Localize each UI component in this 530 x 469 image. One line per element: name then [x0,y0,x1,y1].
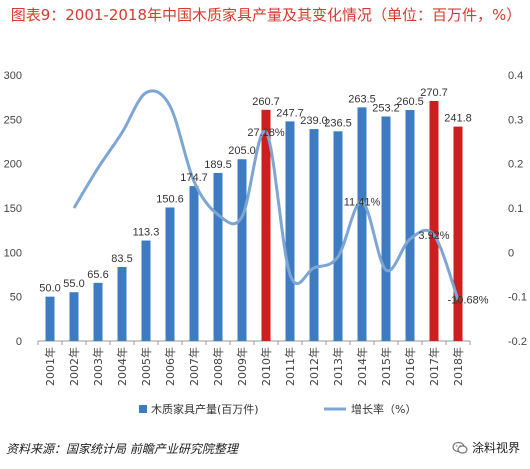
x-tick-label: 2010年 [259,347,273,386]
bar [405,110,415,341]
x-tick-label: 2017年 [427,347,441,386]
x-tick-label: 2016年 [403,347,417,386]
axes: 0 50 100 150 200 250 300 -0.2 -0.1 0 0.1 0.2 0.3 0.4 2… [4,70,527,386]
bar-value-label: 55.0 [63,278,84,290]
legend-label-line: 增长率（%） [351,402,416,416]
x-tick-label: 2007年 [187,347,201,386]
y-right-tick-label: 0.4 [508,70,523,82]
y-right-tick-label: 0 [508,247,514,259]
bar-value-label: 150.6 [156,193,184,205]
growth-rate-line [72,89,460,301]
bar [45,296,55,341]
x-tick-label: 2014年 [355,347,369,386]
bar [357,107,367,341]
bar [165,207,175,341]
bar-value-label: 189.5 [204,159,232,171]
bar [261,109,271,341]
legend-label-bar: 木质家具产量(百万件) [151,402,259,416]
y-left-tick-label: 150 [4,203,22,215]
x-tick-label: 2011年 [283,347,297,386]
y-left-tick-label: 250 [4,114,22,126]
bar [237,159,247,341]
x-tick-label: 2015年 [379,347,393,386]
y-left-tick-label: 0 [16,336,22,348]
wechat-icon [452,441,468,454]
bar-value-label: 253.2 [372,102,400,114]
chart-title: 图表9：2001-2018年中国木质家具产量及其变化情况（单位：百万件，%） [10,6,522,24]
x-tick-label: 2012年 [307,347,321,386]
brand: 涂料视界 [452,439,520,456]
bar-value-label: 263.5 [348,93,376,105]
bar-value-label: 205.0 [228,145,256,157]
x-tick-label: 2002年 [67,347,81,386]
y-left-tick-label: 50 [10,292,22,304]
y-left-tick-label: 300 [4,70,22,82]
growth-rate-label: -10.68% [448,295,489,307]
y-right-tick-label: 0.1 [508,203,523,215]
x-tick-label: 2008年 [211,347,225,386]
y-right-tick-label: 0.2 [508,159,523,171]
bar-value-label: 174.7 [180,172,208,184]
bar-value-label: 83.5 [111,253,132,265]
bar [189,186,199,341]
growth-rate-label: 3.92% [418,230,449,242]
bars [45,100,463,341]
x-tick-label: 2004年 [115,347,129,386]
bar [333,131,343,341]
bar-value-label: 236.5 [324,117,352,129]
legend: 木质家具产量(百万件) 增长率（%） [139,402,416,416]
y-left-tick-label: 100 [4,247,22,259]
bar [309,129,319,341]
brand-name: 涂料视界 [471,441,520,455]
bar-value-label: 65.6 [87,269,108,281]
bar [69,292,79,341]
growth-line [72,89,460,301]
x-tick-label: 2013年 [331,347,345,386]
x-tick-label: 2018年 [451,347,465,386]
bar-value-label: 247.7 [276,107,304,119]
x-tick-label: 2005年 [139,347,153,386]
bar [429,100,439,341]
bar-value-label: 50.0 [39,283,60,295]
y-left-tick-label: 200 [4,159,22,171]
bar-value-label: 239.0 [300,115,328,127]
y-right-tick-label: -0.2 [508,336,527,348]
y-right-tick-label: 0.3 [508,114,523,126]
bar-value-label: 113.3 [133,227,160,239]
bar [285,121,295,341]
bar-value-label: 270.7 [420,87,448,99]
y-right-tick-label: -0.1 [508,292,527,304]
bar [141,240,151,341]
bar [213,172,223,341]
x-tick-label: 2003年 [91,347,105,386]
growth-rate-label: 11.41% [344,197,381,209]
growth-rate-label: 27.18% [247,127,285,139]
bar-value-label: 260.5 [396,96,424,108]
legend-swatch-bar [139,405,147,413]
bar [93,282,103,341]
bar-value-label: 241.8 [444,113,472,125]
bar-value-label: 260.7 [252,96,280,108]
source-note: 资料来源：国家统计局 前瞻产业研究院整理 [6,442,238,456]
bar [381,116,391,341]
bar [117,266,127,341]
bar [453,126,463,341]
x-tick-label: 2009年 [235,347,249,386]
x-tick-label: 2006年 [163,347,177,386]
x-tick-label: 2001年 [43,347,57,386]
